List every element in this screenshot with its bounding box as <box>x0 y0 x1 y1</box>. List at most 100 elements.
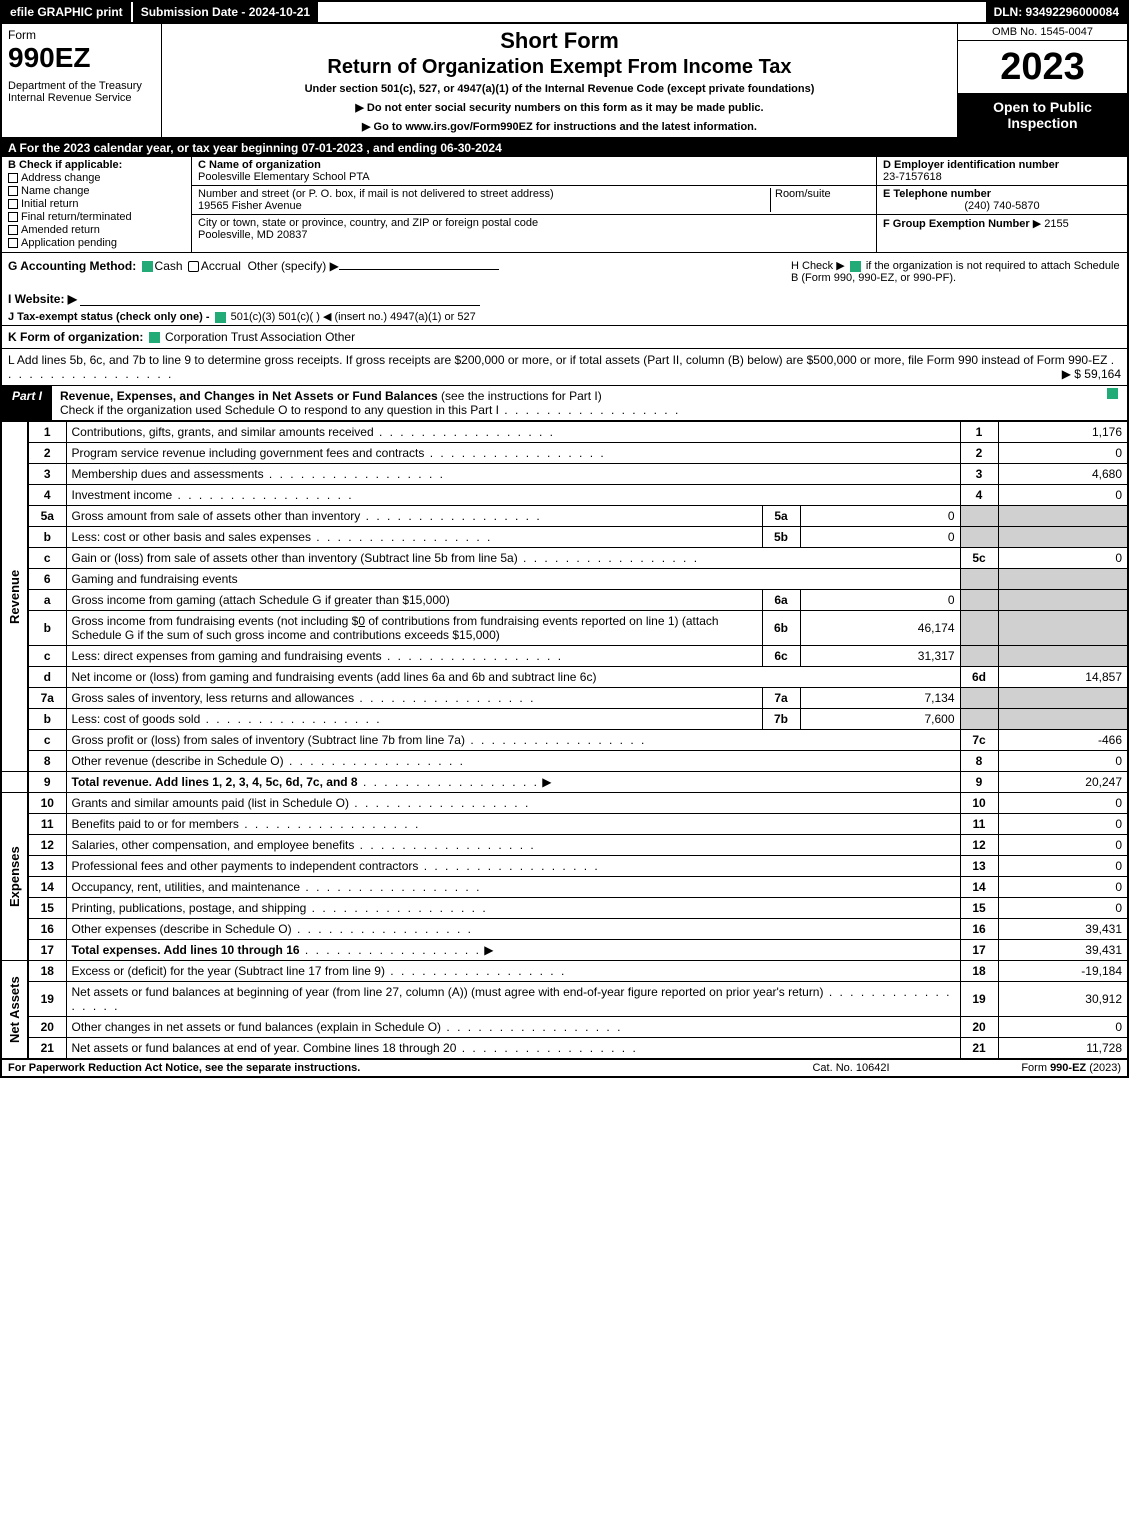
side-label-revenue: Revenue <box>1 422 28 772</box>
line-12-val: 0 <box>998 835 1128 856</box>
chk-address-change[interactable]: Address change <box>8 172 185 184</box>
row-g-h: G Accounting Method: Cash Accrual Other … <box>0 253 1129 290</box>
line-17-val: 39,431 <box>998 940 1128 961</box>
line-21-val: 11,728 <box>998 1038 1128 1059</box>
chk-final-return[interactable]: Final return/terminated <box>8 211 185 223</box>
line-12-desc: Salaries, other compensation, and employ… <box>72 838 355 852</box>
footer-formref: Form 990-EZ (2023) <box>951 1062 1121 1074</box>
line-20-desc: Other changes in net assets or fund bala… <box>72 1020 442 1034</box>
line-5a-val: 0 <box>800 506 960 527</box>
line-5b-num: b <box>28 527 66 548</box>
note-ssn: ▶ Do not enter social security numbers o… <box>170 101 949 114</box>
form-header: Form 990EZ Department of the Treasury In… <box>0 24 1129 139</box>
line-14-num: 14 <box>28 877 66 898</box>
line-10-num: 10 <box>28 793 66 814</box>
section-d-e-f: D Employer identification number 23-7157… <box>877 157 1127 252</box>
header-left: Form 990EZ Department of the Treasury In… <box>2 24 162 137</box>
line-1-ref: 1 <box>960 422 998 443</box>
side-label-net-assets: Net Assets <box>1 961 28 1059</box>
org-name: Poolesville Elementary School PTA <box>198 171 370 183</box>
ein-label: D Employer identification number <box>883 159 1059 171</box>
line-3-num: 3 <box>28 464 66 485</box>
line-10-desc: Grants and similar amounts paid (list in… <box>72 796 349 810</box>
ein-value: 23-7157618 <box>883 171 942 183</box>
line-18-num: 18 <box>28 961 66 982</box>
line-15-val: 0 <box>998 898 1128 919</box>
subtitle: Under section 501(c), 527, or 4947(a)(1)… <box>170 83 949 95</box>
note-link: ▶ Go to www.irs.gov/Form990EZ for instru… <box>170 120 949 133</box>
chk-name-change[interactable]: Name change <box>8 185 185 197</box>
header-mid: Short Form Return of Organization Exempt… <box>162 24 957 137</box>
line-19-desc: Net assets or fund balances at beginning… <box>72 985 824 999</box>
line-1-desc: Contributions, gifts, grants, and simila… <box>72 425 374 439</box>
line-7b-num: b <box>28 709 66 730</box>
dln-label: DLN: 93492296000084 <box>986 2 1127 22</box>
line-16-num: 16 <box>28 919 66 940</box>
line-6d-desc: Net income or (loss) from gaming and fun… <box>72 670 597 684</box>
top-bar: efile GRAPHIC print Submission Date - 20… <box>0 0 1129 24</box>
line-17-desc: Total expenses. Add lines 10 through 16 <box>72 943 300 957</box>
part-1-table: Revenue 1 Contributions, gifts, grants, … <box>0 421 1129 1059</box>
chk-schedule-o[interactable] <box>1107 388 1118 399</box>
page-footer: For Paperwork Reduction Act Notice, see … <box>0 1059 1129 1078</box>
chk-application-pending[interactable]: Application pending <box>8 237 185 249</box>
line-10-val: 0 <box>998 793 1128 814</box>
line-9-desc: Total revenue. Add lines 1, 2, 3, 4, 5c,… <box>72 775 358 789</box>
footer-catno: Cat. No. 10642I <box>751 1062 951 1074</box>
line-20-num: 20 <box>28 1017 66 1038</box>
line-21-desc: Net assets or fund balances at end of ye… <box>72 1041 457 1055</box>
line-11-desc: Benefits paid to or for members <box>72 817 239 831</box>
line-3-val: 4,680 <box>998 464 1128 485</box>
part-1-check-text: Check if the organization used Schedule … <box>60 403 499 417</box>
line-8-desc: Other revenue (describe in Schedule O) <box>72 754 284 768</box>
title-short-form: Short Form <box>170 28 949 54</box>
info-grid: B Check if applicable: Address change Na… <box>0 157 1129 253</box>
line-4-num: 4 <box>28 485 66 506</box>
line-11-num: 11 <box>28 814 66 835</box>
part-1-tag: Part I <box>2 386 52 420</box>
line-6c-desc: Less: direct expenses from gaming and fu… <box>72 649 382 663</box>
chk-schedule-b[interactable] <box>850 261 861 272</box>
submission-date-button[interactable]: Submission Date - 2024-10-21 <box>131 2 320 22</box>
line-6c-val: 31,317 <box>800 646 960 667</box>
line-5b-val: 0 <box>800 527 960 548</box>
section-b-checkboxes: B Check if applicable: Address change Na… <box>2 157 192 252</box>
tel-label: E Telephone number <box>883 188 991 200</box>
line-6c-num: c <box>28 646 66 667</box>
line-18-desc: Excess or (deficit) for the year (Subtra… <box>72 964 385 978</box>
line-1-val: 1,176 <box>998 422 1128 443</box>
line-12-num: 12 <box>28 835 66 856</box>
c-addr-label: Number and street (or P. O. box, if mail… <box>198 188 554 200</box>
line-4-desc: Investment income <box>72 488 173 502</box>
chk-501c3[interactable] <box>215 312 226 323</box>
chk-cash[interactable] <box>142 261 153 272</box>
tax-year: 2023 <box>958 41 1127 93</box>
chk-amended-return[interactable]: Amended return <box>8 224 185 236</box>
gross-receipts-value: ▶ $ 59,164 <box>1062 367 1121 381</box>
line-18-val: -19,184 <box>998 961 1128 982</box>
line-6a-num: a <box>28 590 66 611</box>
line-5c-num: c <box>28 548 66 569</box>
chk-accrual[interactable] <box>188 261 199 272</box>
omb-number: OMB No. 1545-0047 <box>958 24 1127 41</box>
line-6d-num: d <box>28 667 66 688</box>
line-15-desc: Printing, publications, postage, and shi… <box>72 901 307 915</box>
line-6d-val: 14,857 <box>998 667 1128 688</box>
side-label-expenses: Expenses <box>1 793 28 961</box>
line-7c-desc: Gross profit or (loss) from sales of inv… <box>72 733 465 747</box>
website-field[interactable] <box>80 294 480 306</box>
group-exempt-value: ▶ 2155 <box>1033 218 1069 230</box>
chk-initial-return[interactable]: Initial return <box>8 198 185 210</box>
org-address: 19565 Fisher Avenue <box>198 200 302 212</box>
line-11-val: 0 <box>998 814 1128 835</box>
efile-print-button[interactable]: efile GRAPHIC print <box>2 2 131 22</box>
c-name-label: C Name of organization <box>198 159 321 171</box>
line-7a-val: 7,134 <box>800 688 960 709</box>
line-5a-desc: Gross amount from sale of assets other t… <box>72 509 361 523</box>
line-7a-num: 7a <box>28 688 66 709</box>
chk-corporation[interactable] <box>149 332 160 343</box>
line-14-desc: Occupancy, rent, utilities, and maintena… <box>72 880 301 894</box>
form-word: Form <box>8 28 155 42</box>
section-k-org-form: K Form of organization: Corporation Trus… <box>0 326 1129 349</box>
line-1-num: 1 <box>28 422 66 443</box>
